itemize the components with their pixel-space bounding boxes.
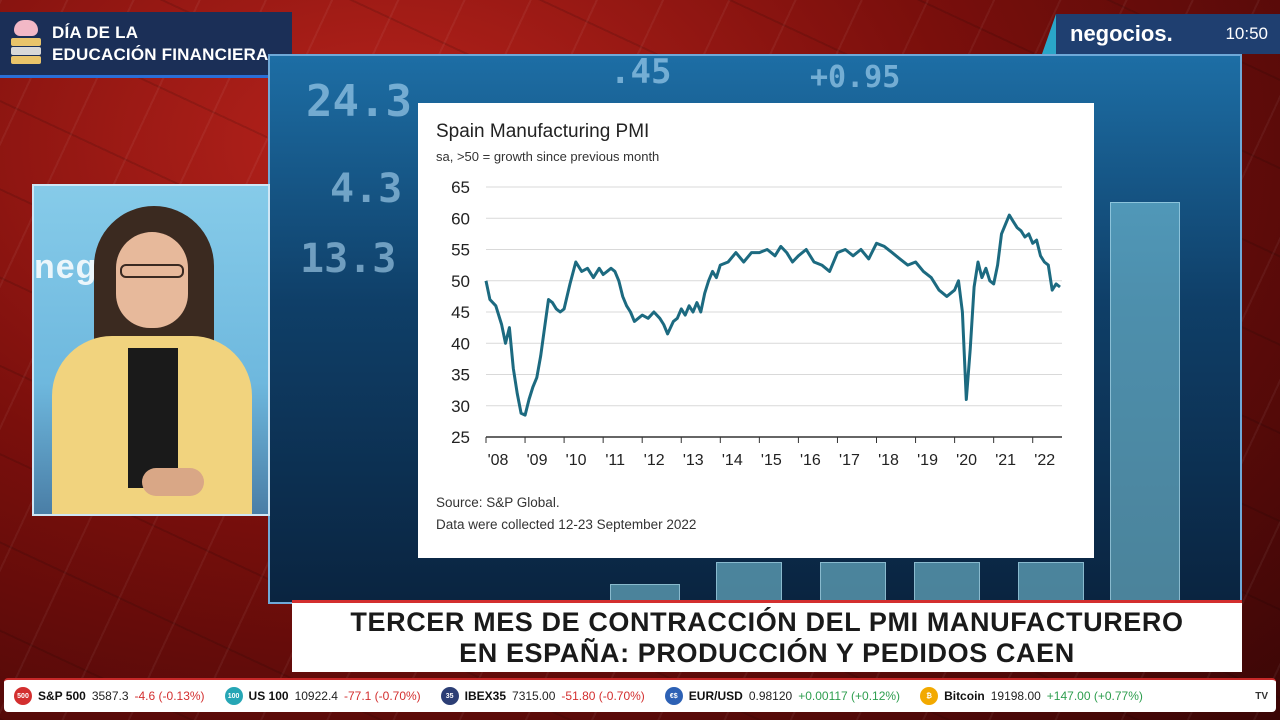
x-tick-label: '18 (878, 452, 899, 469)
presenter-glasses (120, 264, 184, 278)
chart-note: Data were collected 12-23 September 2022 (436, 517, 697, 532)
bg-bar (1110, 202, 1180, 602)
x-tick-label: '08 (488, 452, 509, 469)
eurusd-flag-icon: €$ (664, 687, 683, 705)
presenter-video: negocios (32, 184, 270, 516)
headline-lower-third: TERCER MES DE CONTRACCIÓN DEL PMI MANUFA… (292, 600, 1242, 672)
ticker-name: IBEX35 (464, 689, 507, 703)
y-tick-label: 35 (451, 366, 470, 385)
ticker-name: S&P 500 (38, 689, 86, 703)
ticker-price: 19198.00 (990, 689, 1041, 703)
bg-number: 4.3 (330, 166, 403, 212)
sp500-icon: 500 (14, 687, 32, 705)
bg-number: 24.3 (306, 76, 412, 127)
ticker-name: Bitcoin (944, 689, 985, 703)
ticker-name: US 100 (248, 689, 289, 703)
channel-accent (1042, 14, 1056, 54)
y-tick-label: 45 (451, 303, 470, 322)
y-tick-label: 40 (451, 334, 470, 353)
ticker-price: 3587.3 (91, 689, 129, 703)
x-tick-label: '09 (527, 452, 548, 469)
presenter-face (116, 232, 188, 328)
bitcoin-icon: ₿ (920, 687, 939, 705)
ticker-change: -4.6 (-0.13%) (134, 689, 205, 703)
ticker-name: EUR/USD (688, 689, 743, 703)
piggy-bank-books-icon (10, 19, 42, 68)
y-tick-label: 60 (451, 209, 470, 228)
y-tick-label: 50 (451, 272, 470, 291)
ticker-change: +0.00117 (+0.12%) (798, 689, 901, 703)
program-title-line2: EDUCACIÓN FINANCIERA (52, 44, 269, 64)
ticker-change: -77.1 (-0.70%) (343, 689, 421, 703)
ticker-change: +147.00 (+0.77%) (1046, 689, 1143, 703)
y-tick-label: 65 (451, 178, 470, 197)
program-title: DÍA DE LA EDUCACIÓN FINANCIERA (52, 22, 269, 66)
ticker-item: 35 IBEX35 7315.00 -51.80 (-0.70%) (431, 687, 655, 705)
ticker-price: 10922.4 (294, 689, 338, 703)
bg-bar (1018, 562, 1084, 602)
bg-bar (820, 562, 886, 602)
ticker-item: €$ EUR/USD 0.98120 +0.00117 (+0.12%) (655, 687, 910, 705)
ticker-end-label: TV (1255, 690, 1268, 702)
ticker-item: ₿ Bitcoin 19198.00 +147.00 (+0.77%) (910, 687, 1153, 705)
headline-line1: TERCER MES DE CONTRACCIÓN DEL PMI MANUFA… (350, 606, 1184, 637)
ticker-change: -51.80 (-0.70%) (561, 689, 645, 703)
ticker-price: 7315.00 (512, 689, 556, 703)
chart-source: Source: S&P Global. (436, 495, 560, 510)
bg-number: .45 (610, 54, 672, 92)
bg-bar (716, 562, 782, 602)
us100-icon: 100 (224, 687, 243, 705)
program-badge: DÍA DE LA EDUCACIÓN FINANCIERA (0, 12, 292, 78)
ibex35-icon: 35 (440, 687, 459, 705)
chart-title: Spain Manufacturing PMI (436, 121, 650, 142)
x-tick-label: '10 (566, 452, 587, 469)
x-tick-label: '14 (722, 452, 743, 469)
x-tick-label: '16 (800, 452, 821, 469)
x-tick-label: '13 (683, 452, 704, 469)
bg-number: +0.95 (810, 60, 901, 95)
headline-line2: EN ESPAÑA: PRODUCCIÓN Y PEDIDOS CAEN (459, 637, 1075, 668)
pmi-series-line (484, 213, 1061, 417)
y-tick-label: 55 (451, 241, 470, 260)
ticker-price: 0.98120 (748, 689, 793, 703)
presenter-shirt (128, 348, 178, 488)
x-tick-label: '22 (1034, 452, 1055, 469)
program-title-line1: DÍA DE LA (52, 22, 139, 42)
x-tick-label: '12 (644, 452, 665, 469)
x-tick-label: '11 (605, 452, 625, 469)
x-tick-label: '19 (917, 452, 938, 469)
ticker-item: 500 S&P 500 3587.3 -4.6 (-0.13%) (4, 687, 215, 705)
chart-card: 25 30 35 40 45 50 55 60 65 '08 '09 '10 '11 '12 '13 '14 '… (418, 103, 1094, 558)
channel-logo: negocios. (1070, 21, 1173, 46)
channel-tag: negocios. 10:50 (1042, 14, 1280, 54)
clock: 10:50 (1225, 24, 1268, 43)
y-tick-label: 30 (451, 397, 470, 416)
y-tick-label: 25 (451, 428, 470, 447)
presenter-hands (142, 468, 204, 496)
market-ticker: 500 S&P 500 3587.3 -4.6 (-0.13%) 100 US 100 10… (4, 678, 1276, 712)
x-tick-label: '15 (761, 452, 782, 469)
chart-subtitle: sa, >50 = growth since previous month (436, 149, 660, 164)
x-tick-label: '21 (995, 452, 1016, 469)
pmi-line-chart: 25 30 35 40 45 50 55 60 65 '08 '09 '10 '11 '12 '13 '14 '… (451, 178, 1062, 469)
bg-number: 13.3 (300, 236, 397, 282)
x-tick-label: '17 (839, 452, 860, 469)
x-tick-label: '20 (956, 452, 977, 469)
bg-bar (914, 562, 980, 602)
ticker-item: 100 US 100 10922.4 -77.1 (-0.70%) (215, 687, 431, 705)
